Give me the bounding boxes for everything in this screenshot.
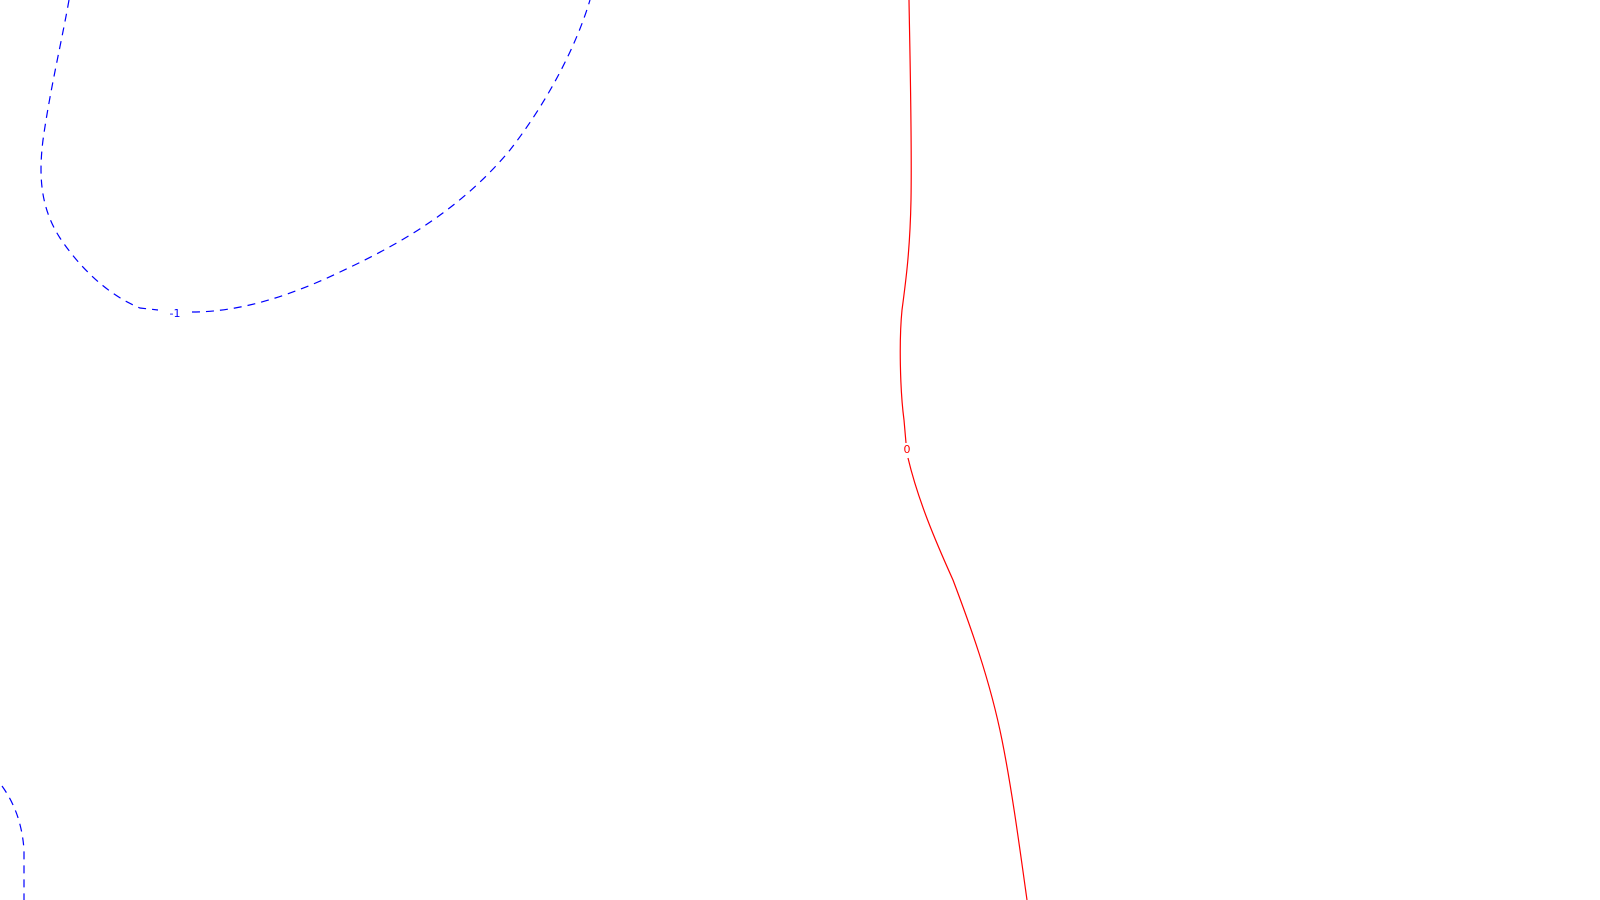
contour-line-0-lower	[907, 457, 1028, 900]
contour-label-neg1: -1	[170, 307, 181, 320]
contour-label-0: 0	[904, 443, 911, 456]
contour-line-0-upper	[899, 0, 912, 444]
contour-line-neg1-lower	[1, 785, 25, 900]
contour-line-neg1-upper	[40, 0, 591, 313]
